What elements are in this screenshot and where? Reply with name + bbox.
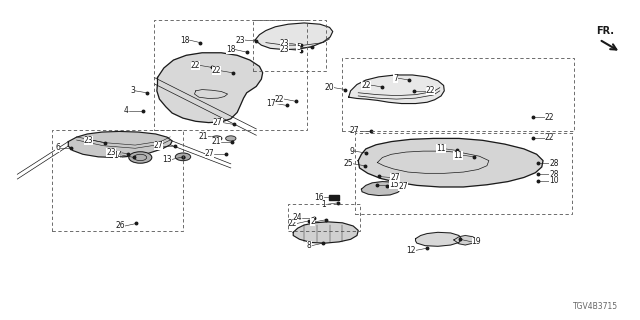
Text: 19: 19 <box>472 237 481 246</box>
Text: 20: 20 <box>324 83 334 92</box>
Polygon shape <box>358 139 543 187</box>
Polygon shape <box>415 232 461 246</box>
Text: 4: 4 <box>124 106 129 115</box>
Text: 22: 22 <box>287 219 297 228</box>
Text: 22: 22 <box>545 113 554 122</box>
Polygon shape <box>349 75 444 104</box>
Text: 23: 23 <box>235 36 245 44</box>
Text: 3: 3 <box>131 86 135 95</box>
Bar <box>342 59 573 132</box>
Text: 5: 5 <box>296 43 301 52</box>
Text: 23: 23 <box>106 148 116 156</box>
Text: 12: 12 <box>406 246 415 255</box>
Text: 23: 23 <box>280 45 289 54</box>
Text: 27: 27 <box>154 141 163 150</box>
Text: 22: 22 <box>362 81 371 90</box>
Text: 18: 18 <box>180 36 189 44</box>
Polygon shape <box>293 222 358 243</box>
Text: 23: 23 <box>280 39 289 48</box>
Text: 22: 22 <box>212 66 221 76</box>
Text: 10: 10 <box>549 176 559 185</box>
Circle shape <box>226 136 236 141</box>
Text: 1: 1 <box>322 200 326 209</box>
Text: 22: 22 <box>191 61 200 70</box>
Text: TGV4B3715: TGV4B3715 <box>573 302 618 311</box>
Bar <box>154 20 307 130</box>
Bar <box>329 195 339 200</box>
Text: 27: 27 <box>350 126 360 135</box>
Text: 11: 11 <box>453 151 463 160</box>
Text: 28: 28 <box>549 159 559 168</box>
Text: 22: 22 <box>426 86 435 95</box>
Text: 16: 16 <box>314 193 324 202</box>
Text: 9: 9 <box>349 147 355 156</box>
Text: 22: 22 <box>545 133 554 142</box>
Text: 13: 13 <box>163 155 172 164</box>
Text: 27: 27 <box>205 149 214 158</box>
Polygon shape <box>157 53 262 123</box>
Text: 27: 27 <box>398 182 408 191</box>
Text: 11: 11 <box>436 144 445 153</box>
Bar <box>253 20 326 71</box>
Polygon shape <box>68 132 172 157</box>
Text: 7: 7 <box>393 74 397 83</box>
Text: 6: 6 <box>55 143 60 152</box>
Text: 23: 23 <box>84 136 93 145</box>
Text: 2: 2 <box>310 217 315 226</box>
Polygon shape <box>255 23 333 50</box>
Text: 8: 8 <box>307 241 312 250</box>
Text: 27: 27 <box>390 173 400 182</box>
Text: 17: 17 <box>266 99 275 108</box>
Bar <box>355 133 572 214</box>
Text: 26: 26 <box>115 221 125 230</box>
Text: 15: 15 <box>389 180 399 189</box>
Text: 22: 22 <box>275 95 284 104</box>
Text: 14: 14 <box>113 151 122 160</box>
Text: 18: 18 <box>226 45 236 54</box>
Text: 28: 28 <box>549 170 559 179</box>
Bar <box>52 130 183 231</box>
Text: FR.: FR. <box>596 26 614 36</box>
Text: 21: 21 <box>211 137 221 146</box>
Polygon shape <box>362 181 401 196</box>
Polygon shape <box>454 236 476 245</box>
Bar <box>288 204 360 231</box>
Circle shape <box>212 136 222 141</box>
Text: 27: 27 <box>213 118 223 127</box>
Text: 24: 24 <box>292 213 302 222</box>
Text: 25: 25 <box>344 159 353 168</box>
Circle shape <box>129 152 152 163</box>
Text: 21: 21 <box>198 132 208 141</box>
Circle shape <box>175 153 191 161</box>
